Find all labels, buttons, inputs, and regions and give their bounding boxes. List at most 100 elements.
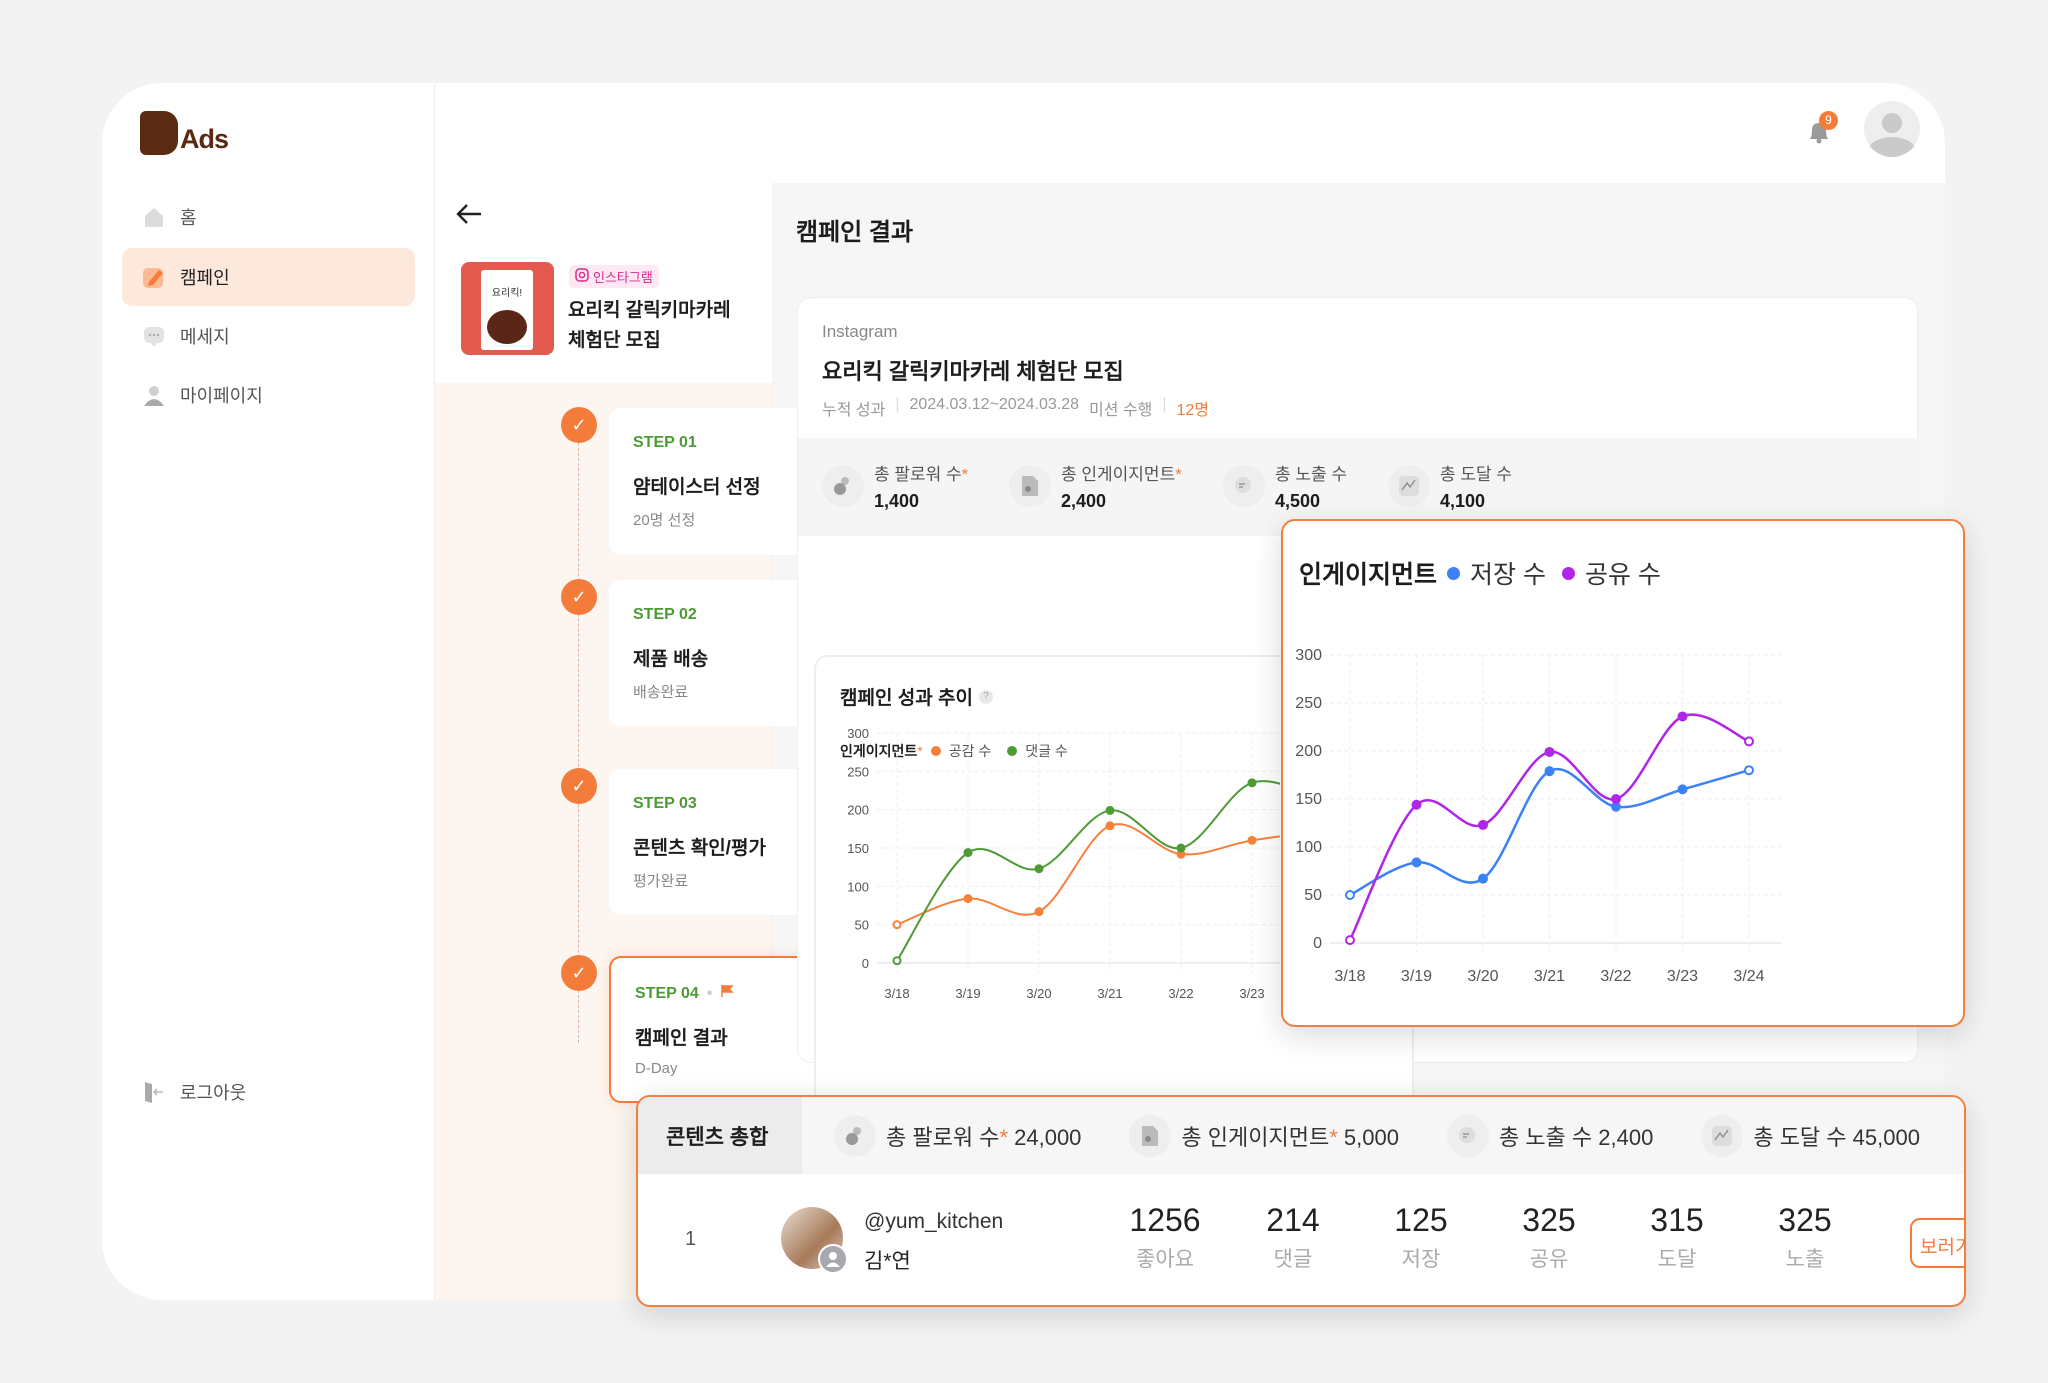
- data-point: [1411, 857, 1422, 868]
- campaign-title-line1: 요리킥 갈릭키마카레: [568, 300, 731, 321]
- legend-label: 공유 수: [1584, 561, 1661, 589]
- meta-label: 누적 성과: [822, 402, 886, 419]
- summary-label: 총 도달 수: [1753, 1125, 1847, 1150]
- y-tick-label: 100: [1295, 839, 1322, 856]
- influencer-handle[interactable]: @yum_kitchen: [864, 1210, 1004, 1233]
- required-star: *: [961, 465, 969, 484]
- chart-title: 캠페인 성과 추이: [840, 688, 973, 709]
- step-number: STEP 01: [633, 434, 697, 451]
- data-point: [1478, 873, 1488, 884]
- legend-title: 인게이지먼트: [840, 743, 918, 759]
- home-icon: [142, 205, 166, 229]
- stat-label: 총 인게이지먼트: [1061, 465, 1176, 484]
- metric-reach: 315 도달: [1627, 1202, 1727, 1273]
- summary-label: 총 인게이지먼트: [1181, 1125, 1330, 1150]
- sidebar-item-label: 캠페인: [180, 268, 230, 288]
- x-tick-label: 3/21: [1097, 986, 1122, 1001]
- row-metrics: 1256 좋아요 214 댓글 125 저장 325 공유 315 도달 325 노출: [1115, 1202, 1855, 1273]
- metric-label: 좋아요: [1136, 1248, 1194, 1271]
- popup-title: 인게이지먼트: [1299, 561, 1438, 589]
- campaign-meta: 누적 성과 | 2024.03.12~2024.03.28 미션 수행 | 12명: [822, 396, 1209, 419]
- user-avatar[interactable]: [1864, 101, 1920, 157]
- sidebar-item-messages[interactable]: 메세지: [122, 307, 415, 365]
- data-point: [1105, 805, 1115, 815]
- data-point: [963, 894, 973, 904]
- platform-tag: 인스타그램: [569, 265, 659, 288]
- step-number: STEP 02: [633, 606, 697, 623]
- step-title: 콘텐츠 확인/평가: [633, 838, 766, 859]
- required-star: *: [917, 743, 923, 759]
- sidebar-item-mypage[interactable]: 마이페이지: [122, 366, 415, 424]
- metric-saves: 125 저장: [1371, 1202, 1471, 1273]
- help-icon[interactable]: ?: [978, 689, 993, 704]
- chat-icon: [142, 324, 166, 348]
- sidebar-item-label: 마이페이지: [180, 386, 263, 406]
- document-icon: [1129, 1115, 1172, 1157]
- y-tick-label: 50: [855, 918, 869, 933]
- followers-icon: [822, 465, 864, 507]
- x-tick-label: 3/19: [955, 986, 980, 1001]
- stat-value: 1,400: [874, 491, 920, 511]
- meta-mission-count: 12명: [1176, 402, 1209, 419]
- notification-bell-icon[interactable]: 9: [1807, 111, 1838, 150]
- page-title: 캠페인 결과: [796, 219, 914, 246]
- top-header: 9: [772, 83, 1945, 183]
- check-icon: ✓: [561, 955, 597, 991]
- campaign-name: 요리킥 갈릭키마카레 체험단 모집: [822, 359, 1124, 384]
- metric-value: 325: [1778, 1202, 1832, 1238]
- sidebar-item-label: 메세지: [180, 327, 230, 347]
- series-line: [896, 823, 1280, 926]
- step-status: 20명 선정: [633, 512, 696, 529]
- check-icon: ✓: [561, 579, 597, 615]
- data-point: [963, 848, 973, 858]
- row-rank: 1: [685, 1228, 697, 1250]
- table-row[interactable]: 1 @yum_kitchen 김*연 1256 좋아요 214 댓글 125 저장 3…: [638, 1174, 1964, 1305]
- logout-button[interactable]: 로그아웃: [122, 1063, 415, 1121]
- x-tick-label: 3/23: [1667, 968, 1698, 985]
- metric-label: 댓글: [1273, 1248, 1313, 1271]
- data-point: [1345, 935, 1355, 946]
- data-point: [892, 920, 902, 930]
- data-point: [1034, 907, 1044, 917]
- step-title: 제품 배송: [633, 649, 709, 670]
- required-star: *: [1329, 1125, 1338, 1150]
- platform-tag-label: 인스타그램: [593, 270, 653, 285]
- back-arrow-icon[interactable]: [455, 201, 483, 233]
- data-point: [1034, 864, 1044, 874]
- metric-value: 125: [1394, 1202, 1448, 1238]
- x-tick-label: 3/18: [1334, 968, 1365, 985]
- tab-content-summary[interactable]: 콘텐츠 총합: [638, 1097, 802, 1174]
- step-number: STEP 03: [633, 795, 697, 812]
- sidebar-item-campaign[interactable]: 캠페인: [122, 248, 415, 306]
- summary-value: 2,400: [1598, 1125, 1654, 1150]
- metric-likes: 1256 좋아요: [1115, 1202, 1215, 1273]
- summary-value: 24,000: [1014, 1125, 1082, 1150]
- sidebar-item-label: 홈: [180, 208, 197, 228]
- view-content-button[interactable]: 보러가기: [1910, 1218, 1964, 1268]
- y-tick-label: 100: [847, 879, 869, 894]
- document-icon: [1009, 465, 1051, 507]
- legend-label: 댓글 수: [1025, 743, 1068, 759]
- followers-icon: [834, 1115, 876, 1157]
- summary-stats: 총 팔로워 수* 24,000 총 인게이지먼트* 5,000 총 노출 수 2…: [834, 1115, 1920, 1157]
- y-tick-label: 150: [847, 841, 869, 856]
- product-image: 요리킥!: [461, 262, 554, 355]
- metric-shares: 325 공유: [1499, 1202, 1599, 1273]
- sidebar-item-home[interactable]: 홈: [122, 188, 415, 246]
- x-tick-label: 3/24: [1733, 968, 1764, 985]
- step-status: D-Day: [635, 1060, 678, 1077]
- campaign-title: 요리킥 갈릭키마카레 체험단 모집: [568, 296, 731, 356]
- metric-label: 도달: [1657, 1248, 1697, 1271]
- summary-reach: 총 도달 수 45,000: [1701, 1115, 1920, 1157]
- data-point: [1176, 843, 1186, 853]
- data-point: [1478, 819, 1488, 830]
- summary-followers: 총 팔로워 수* 24,000: [834, 1115, 1081, 1157]
- metric-value: 315: [1650, 1202, 1704, 1238]
- summary-impressions: 총 노출 수 2,400: [1446, 1115, 1654, 1157]
- metric-comments: 214 댓글: [1243, 1202, 1343, 1273]
- check-icon: ✓: [561, 407, 597, 443]
- data-point: [1247, 835, 1257, 845]
- engagement-popup: 인게이지먼트 저장 수 공유 수 0 50 100 150 200 250 300 3/18 3…: [1281, 519, 1965, 1027]
- y-tick-label: 0: [1313, 935, 1322, 952]
- logo[interactable]: Ads: [140, 111, 229, 155]
